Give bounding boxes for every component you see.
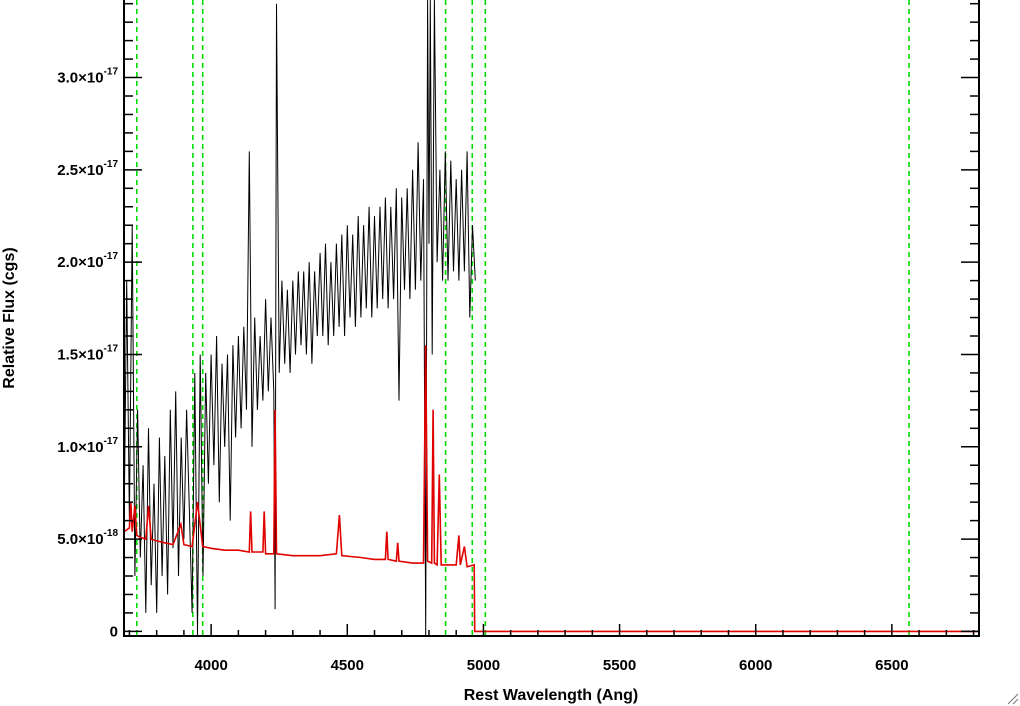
plot-axes	[123, 0, 980, 637]
y-tick-mantissa: 3.0×10	[57, 70, 103, 87]
y-tick-mantissa: 5.0×10	[57, 531, 103, 548]
y-tick-label: 1.0×10-17	[57, 436, 118, 456]
y-tick-labels: 05.0×10-181.0×10-171.5×10-172.0×10-172.5…	[57, 67, 118, 641]
x-axis-title: Rest Wavelength (Ang)	[464, 687, 639, 704]
y-tick-label: 2.5×10-17	[57, 159, 118, 179]
y-tick-mantissa: 1.5×10	[57, 346, 103, 363]
y-tick-exponent: -17	[104, 251, 119, 262]
x-tick-label: 6000	[739, 657, 772, 674]
spectrum-series	[124, 0, 979, 636]
y-tick-exponent: -17	[104, 159, 119, 170]
y-tick-mantissa: 2.0×10	[57, 254, 103, 271]
y-tick-label: 3.0×10-17	[57, 67, 118, 87]
x-tick-label: 6500	[875, 657, 908, 674]
y-tick-exponent: -17	[104, 67, 119, 78]
y-tick-label: 5.0×10-18	[57, 528, 118, 548]
emission-line-markers	[135, 0, 910, 636]
observed-spectrum-line	[124, 0, 476, 636]
x-tick-label: 4000	[194, 657, 227, 674]
x-tick-labels: 4000 4500 5000 5500 6000 6500	[194, 657, 908, 674]
y-tick-exponent: -18	[104, 528, 119, 539]
y-tick-label: 2.0×10-17	[57, 251, 118, 271]
y-tick-mantissa: 2.5×10	[57, 162, 103, 179]
y-tick-exponent: -17	[104, 343, 119, 354]
y-tick-exponent: -17	[104, 436, 119, 447]
y-axis-title: Relative Flux (cgs)	[1, 247, 18, 388]
y-tick-label: 1.5×10-17	[57, 343, 118, 363]
y-tick-mantissa: 0	[110, 623, 118, 640]
y-tick-label: 0	[110, 623, 118, 640]
model-spectrum-line	[124, 345, 979, 633]
x-tick-label: 4500	[331, 657, 364, 674]
resize-grip-icon	[1007, 693, 1019, 705]
x-tick-label: 5000	[467, 657, 500, 674]
y-tick-mantissa: 1.0×10	[57, 439, 103, 456]
x-tick-label: 5500	[603, 657, 636, 674]
